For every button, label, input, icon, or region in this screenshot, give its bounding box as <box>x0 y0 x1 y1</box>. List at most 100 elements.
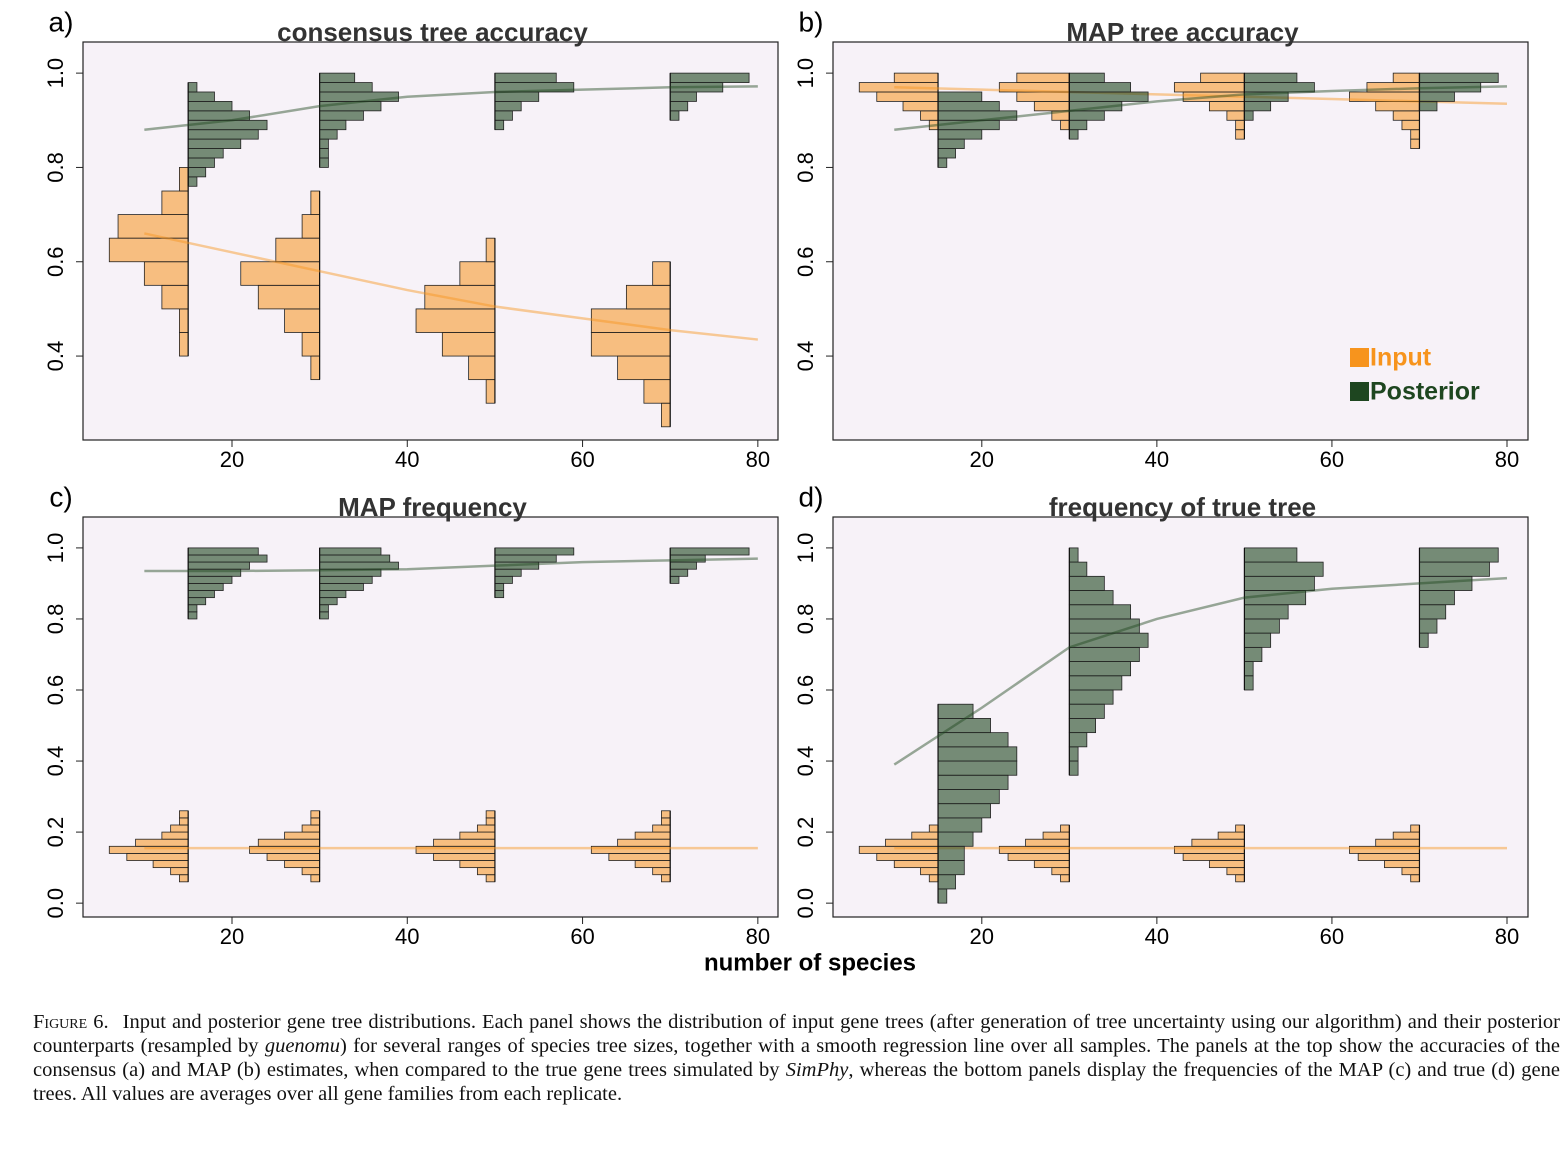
histogram-bar <box>617 355 671 381</box>
x-tick-label: 80 <box>746 924 770 949</box>
histogram-bar <box>1243 82 1315 93</box>
histogram-bar <box>652 867 671 876</box>
histogram-bar <box>257 838 321 847</box>
histogram-bar <box>1068 91 1149 102</box>
histogram-bar <box>928 824 939 833</box>
histogram-bar <box>187 91 215 102</box>
histogram-bar <box>179 167 189 192</box>
histogram-bar <box>1208 101 1245 112</box>
x-tick-label: 60 <box>570 924 594 949</box>
y-tick-label: 0.8 <box>793 604 818 635</box>
caption-label: Figure 6. <box>33 1011 109 1033</box>
histogram-bar <box>1068 72 1105 83</box>
histogram-bar <box>1375 101 1420 112</box>
histogram-bar <box>284 860 321 869</box>
histogram-bar <box>468 355 496 381</box>
y-tick-label: 0.4 <box>793 341 818 372</box>
histogram-bar <box>590 332 671 357</box>
histogram-bar <box>240 261 321 286</box>
histogram-bar <box>1191 838 1245 847</box>
histogram-bar <box>1410 138 1420 149</box>
caption-text: guenomu <box>264 1035 340 1057</box>
histogram-bar <box>415 308 496 333</box>
histogram-bar <box>1068 604 1132 620</box>
histogram-bar <box>441 332 496 357</box>
histogram-bar <box>669 72 750 83</box>
histogram-bar <box>179 817 189 826</box>
legend-label: Posterior <box>1370 378 1480 406</box>
x-tick-label: 40 <box>395 924 419 949</box>
histogram-bar <box>494 101 522 112</box>
y-tick-label: 0.8 <box>793 152 818 183</box>
legend-swatch <box>1350 348 1369 367</box>
histogram-bar <box>143 261 189 286</box>
histogram-bar <box>937 774 1009 790</box>
histogram-bar <box>161 284 189 310</box>
histogram-bar <box>310 355 321 381</box>
histogram-bar <box>1235 874 1245 883</box>
histogram-bar <box>1243 547 1298 563</box>
histogram-bar <box>885 838 939 847</box>
histogram-bar <box>301 214 321 239</box>
histogram-bar <box>937 817 983 833</box>
histogram-bar <box>661 874 671 883</box>
histogram-bar <box>494 110 513 121</box>
histogram-bar <box>1419 632 1429 648</box>
histogram-bar <box>1419 590 1455 606</box>
histogram-bar <box>494 575 513 584</box>
histogram-bar <box>937 860 965 876</box>
histogram-bar <box>257 284 321 310</box>
panel-title: MAP frequency <box>338 492 527 522</box>
histogram-bar <box>937 746 1018 762</box>
trend-line <box>894 86 1508 106</box>
histogram-bar <box>319 561 399 570</box>
histogram-bar <box>494 583 505 591</box>
legend-swatch <box>1350 382 1369 401</box>
y-tick-label: 0.0 <box>793 888 818 919</box>
histogram-bar <box>485 874 496 883</box>
histogram-bar <box>937 803 991 819</box>
histogram-bar <box>661 402 671 428</box>
histogram-bar <box>661 817 671 826</box>
x-tick-label: 20 <box>970 924 994 949</box>
histogram-bar <box>187 101 233 112</box>
histogram-bar <box>1392 831 1420 840</box>
histogram-bar <box>494 547 575 556</box>
histogram-bar <box>937 138 965 149</box>
y-tick-label: 0.6 <box>793 675 818 706</box>
histogram-bar <box>1068 82 1132 93</box>
histogram-bar <box>1016 72 1070 83</box>
histogram-bar <box>652 261 671 286</box>
histogram-bar <box>937 129 983 140</box>
histogram-bar <box>1419 547 1499 563</box>
panel-title: consensus tree accuracy <box>277 17 588 47</box>
y-tick-label: 0.6 <box>793 246 818 277</box>
histogram-bar <box>1068 760 1079 776</box>
y-tick-label: 1.0 <box>793 533 818 564</box>
histogram-bar <box>494 119 505 131</box>
histogram-bar <box>170 824 189 833</box>
histogram-bar <box>433 838 496 847</box>
histogram-bar <box>485 810 496 819</box>
histogram-bar <box>669 547 750 556</box>
histogram-bar <box>1235 119 1245 131</box>
histogram-bar <box>876 853 939 861</box>
histogram-bar <box>937 91 983 102</box>
histogram-bar <box>1419 72 1499 83</box>
histogram-bar <box>1243 110 1254 121</box>
histogram-bar <box>902 101 939 112</box>
histogram-bar <box>319 575 373 584</box>
histogram-bar <box>459 860 496 869</box>
histogram-bar <box>319 119 347 131</box>
panel-title: MAP tree accuracy <box>1066 17 1299 47</box>
histogram-bar <box>1182 853 1245 861</box>
histogram-bar <box>476 867 496 876</box>
x-tick-label: 20 <box>220 447 244 472</box>
histogram-bar <box>319 590 347 599</box>
histogram-bar <box>669 568 689 577</box>
histogram-bar <box>634 831 671 840</box>
y-tick-label: 0.4 <box>43 341 68 372</box>
histogram-bar <box>617 838 671 847</box>
histogram-bar <box>893 72 939 83</box>
panel-label: d) <box>799 481 824 512</box>
